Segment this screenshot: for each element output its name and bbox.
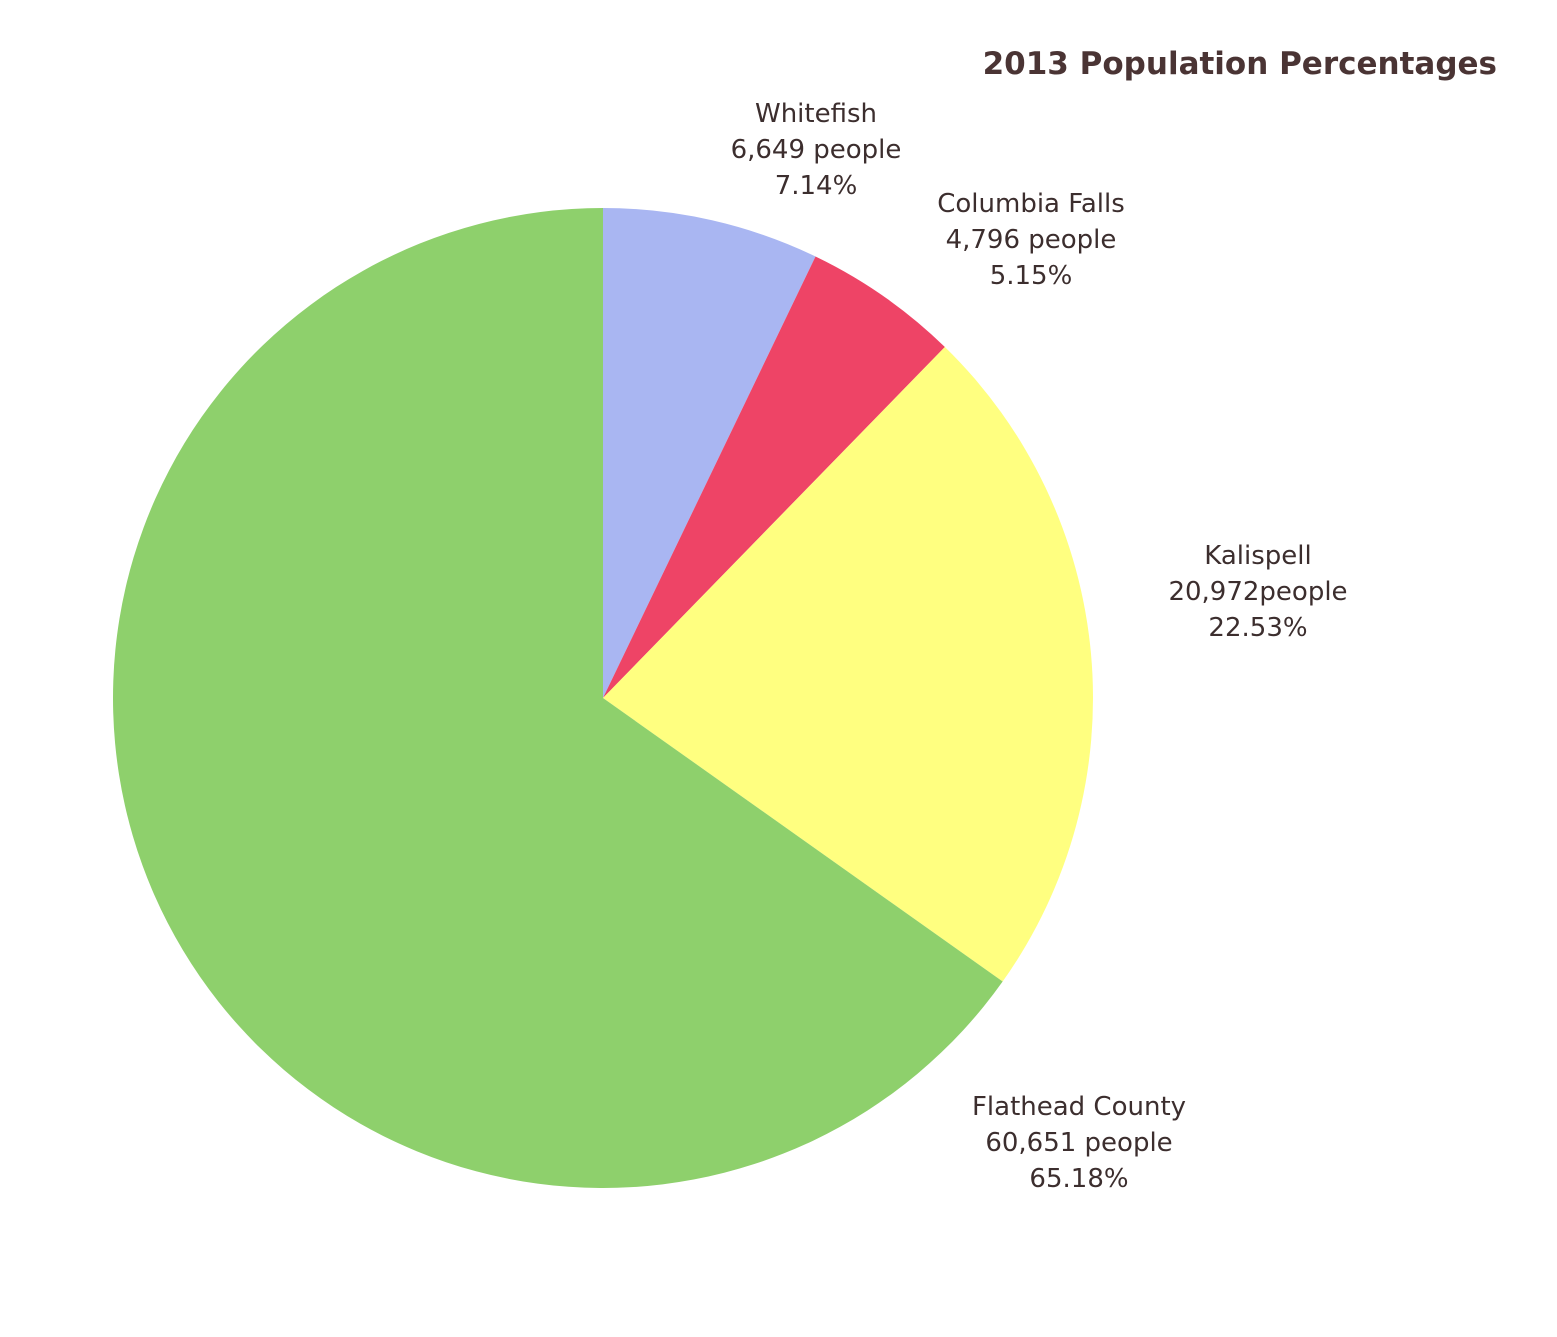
slice-label: Kalispell 20,972people 22.53% <box>1168 541 1347 643</box>
slice-label-count: 6,649 people <box>731 135 902 165</box>
pie-slice-whitefish <box>603 208 816 698</box>
pie-slice-kalispell <box>603 346 1093 982</box>
slice-label-percent: 65.18% <box>1029 1164 1128 1194</box>
slice-label-name: Whitefish <box>755 99 877 129</box>
pie-slice-flathead-county <box>112 208 1003 1188</box>
slice-label-percent: 22.53% <box>1208 613 1307 643</box>
slice-label: Flathead County 60,651 people 65.18% <box>972 1092 1186 1194</box>
pie-slice-columbia-falls <box>603 256 945 698</box>
chart-title: 2013 Population Percentages <box>983 46 1497 82</box>
slice-label-count: 20,972people <box>1168 577 1347 607</box>
slice-label-percent: 7.14% <box>775 171 858 201</box>
slice-label-count: 4,796 people <box>946 225 1117 255</box>
slice-label-name: Columbia Falls <box>937 189 1125 219</box>
slice-label-name: Kalispell <box>1204 541 1311 571</box>
slice-label-percent: 5.15% <box>990 261 1073 291</box>
slice-label-count: 60,651 people <box>985 1128 1172 1158</box>
slice-label-name: Flathead County <box>972 1092 1186 1122</box>
slice-label: Columbia Falls 4,796 people 5.15% <box>937 189 1125 291</box>
slice-label: Whitefish 6,649 people 7.14% <box>731 99 902 201</box>
